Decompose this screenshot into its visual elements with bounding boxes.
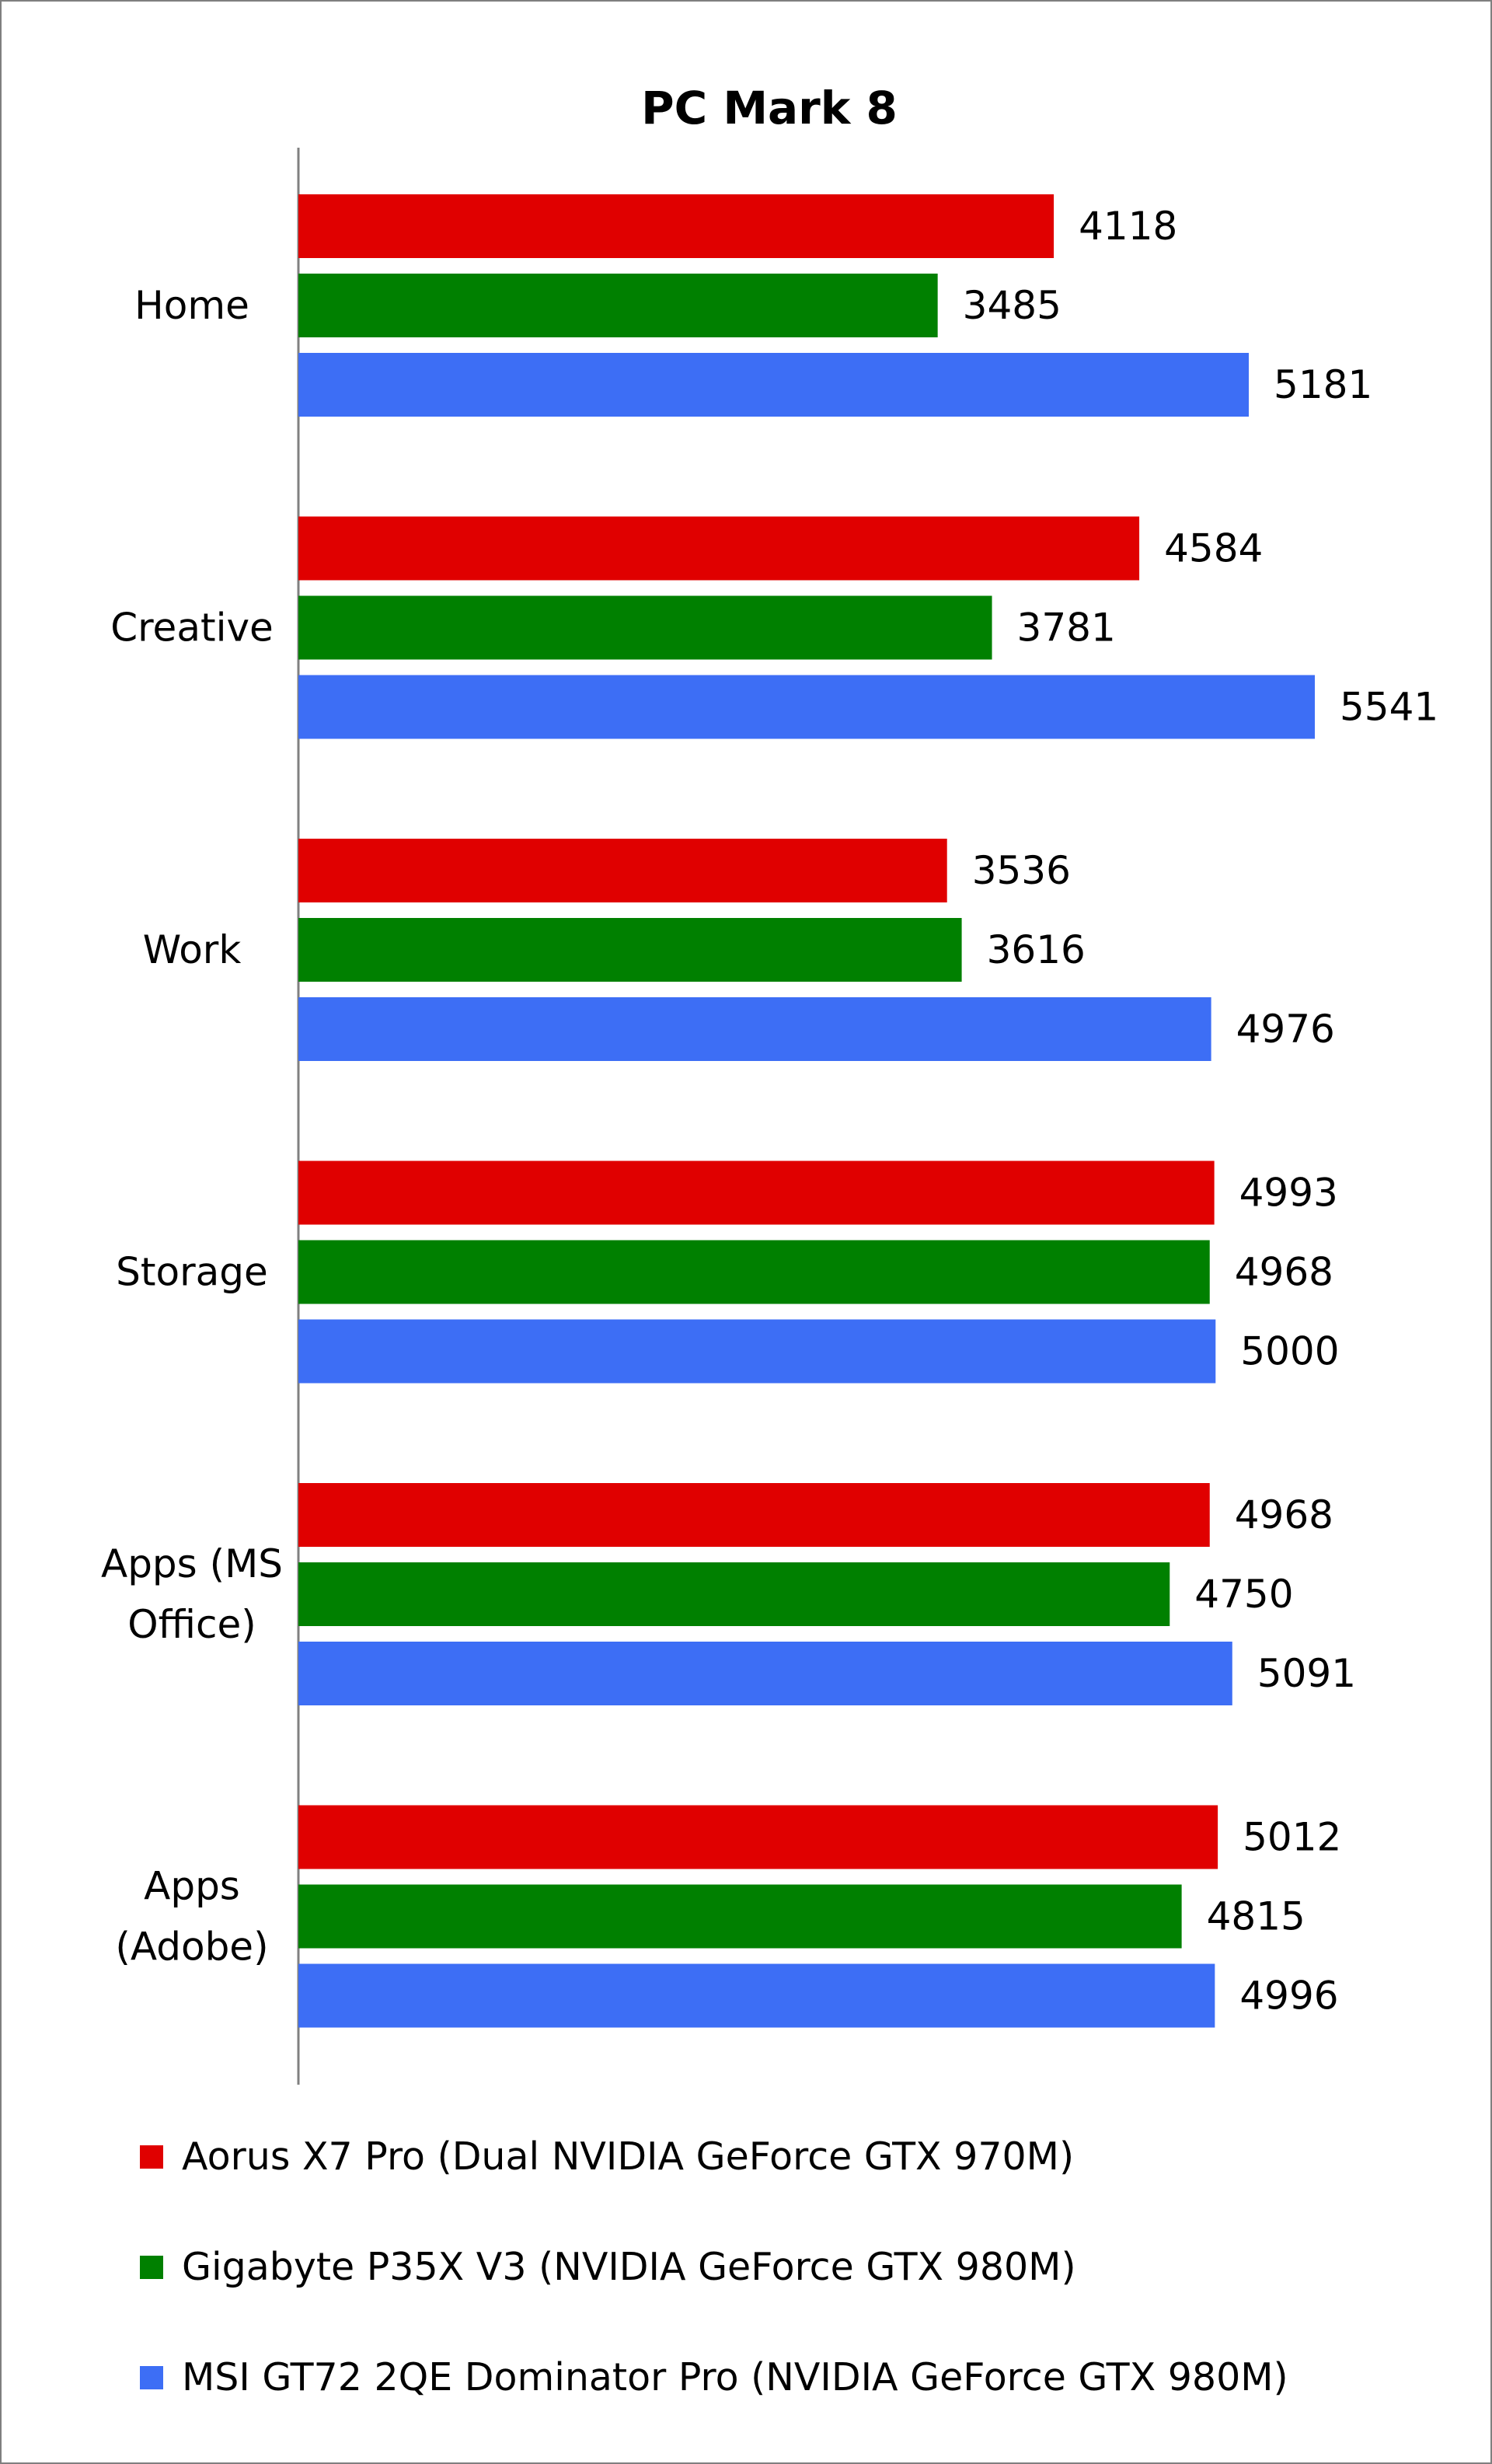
category-label-line: (Adobe) bbox=[115, 1925, 268, 1970]
legend-swatch-series-1 bbox=[140, 2145, 163, 2169]
bar-storage-series-2 bbox=[298, 1240, 1210, 1304]
legend-label-series-3: MSI GT72 2QE Dominator Pro (NVIDIA GeFor… bbox=[182, 2355, 1288, 2399]
bar-creative-series-3 bbox=[298, 675, 1315, 739]
legend-label-series-1: Aorus X7 Pro (Dual NVIDIA GeForce GTX 97… bbox=[182, 2134, 1074, 2179]
bar-work-series-1 bbox=[298, 839, 947, 902]
legend-swatch-series-2 bbox=[140, 2256, 163, 2279]
category-label-creative: Creative bbox=[110, 606, 274, 651]
bar-home-series-2 bbox=[298, 274, 938, 337]
bar-apps-ms-office-series-1 bbox=[298, 1483, 1210, 1547]
value-label-apps-ms-office-series-1: 4968 bbox=[1235, 1492, 1333, 1537]
value-label-apps-adobe-series-1: 5012 bbox=[1243, 1815, 1341, 1860]
value-label-creative-series-1: 4584 bbox=[1164, 526, 1263, 571]
bar-apps-adobe-series-3 bbox=[298, 1963, 1215, 2028]
value-label-work-series-3: 4976 bbox=[1236, 1007, 1335, 1052]
bars-layer bbox=[298, 194, 1315, 2028]
value-label-home-series-3: 5181 bbox=[1274, 362, 1372, 407]
value-label-storage-series-1: 4993 bbox=[1239, 1171, 1338, 1216]
bar-apps-ms-office-series-3 bbox=[298, 1642, 1232, 1705]
bar-work-series-3 bbox=[298, 997, 1211, 1061]
category-label-line: Storage bbox=[116, 1250, 268, 1295]
category-label-home: Home bbox=[134, 283, 249, 328]
category-label-apps-adobe: Apps (Adobe) bbox=[115, 1864, 268, 1970]
value-label-apps-ms-office-series-3: 5091 bbox=[1257, 1651, 1356, 1696]
category-label-line: Apps (MS bbox=[101, 1541, 283, 1586]
value-label-storage-series-2: 4968 bbox=[1235, 1250, 1333, 1295]
bar-creative-series-1 bbox=[298, 516, 1140, 581]
bar-home-series-3 bbox=[298, 353, 1250, 417]
legend-label-series-2: Gigabyte P35X V3 (NVIDIA GeForce GTX 980… bbox=[182, 2245, 1076, 2289]
value-label-storage-series-3: 5000 bbox=[1240, 1329, 1339, 1374]
category-label-line: Home bbox=[134, 283, 249, 328]
value-label-home-series-1: 4118 bbox=[1079, 204, 1177, 249]
bar-storage-series-1 bbox=[298, 1160, 1215, 1225]
value-label-apps-adobe-series-3: 4996 bbox=[1239, 1974, 1338, 2019]
value-label-apps-ms-office-series-2: 4750 bbox=[1194, 1572, 1293, 1617]
legend: Aorus X7 Pro (Dual NVIDIA GeForce GTX 97… bbox=[140, 2134, 1288, 2399]
value-label-creative-series-2: 3781 bbox=[1017, 606, 1116, 651]
bar-storage-series-3 bbox=[298, 1319, 1216, 1384]
bar-home-series-1 bbox=[298, 194, 1055, 258]
bar-apps-adobe-series-2 bbox=[298, 1884, 1182, 1949]
value-label-creative-series-3: 5541 bbox=[1340, 685, 1438, 730]
legend-swatch-series-3 bbox=[140, 2366, 163, 2389]
category-label-line: Office) bbox=[127, 1602, 256, 1647]
category-label-work: Work bbox=[143, 927, 242, 972]
value-label-home-series-2: 3485 bbox=[963, 283, 1061, 328]
bar-work-series-2 bbox=[298, 918, 962, 982]
category-label-line: Work bbox=[143, 927, 242, 972]
bar-apps-ms-office-series-2 bbox=[298, 1562, 1170, 1626]
value-label-work-series-2: 3616 bbox=[987, 927, 1086, 972]
category-label-apps-ms-office: Apps (MS Office) bbox=[101, 1541, 283, 1647]
category-label-storage: Storage bbox=[116, 1250, 268, 1295]
category-label-line: Creative bbox=[110, 606, 274, 651]
value-label-apps-adobe-series-2: 4815 bbox=[1207, 1894, 1306, 1939]
bar-creative-series-2 bbox=[298, 595, 992, 660]
value-label-work-series-1: 3536 bbox=[972, 848, 1071, 893]
category-label-line: Apps bbox=[144, 1864, 240, 1909]
bar-apps-adobe-series-1 bbox=[298, 1805, 1218, 1869]
labels-layer: 4118 3485 5181 Home 4584 3781 5541 Creative 3536… bbox=[101, 204, 1438, 2019]
chart-title: PC Mark 8 bbox=[641, 82, 898, 134]
